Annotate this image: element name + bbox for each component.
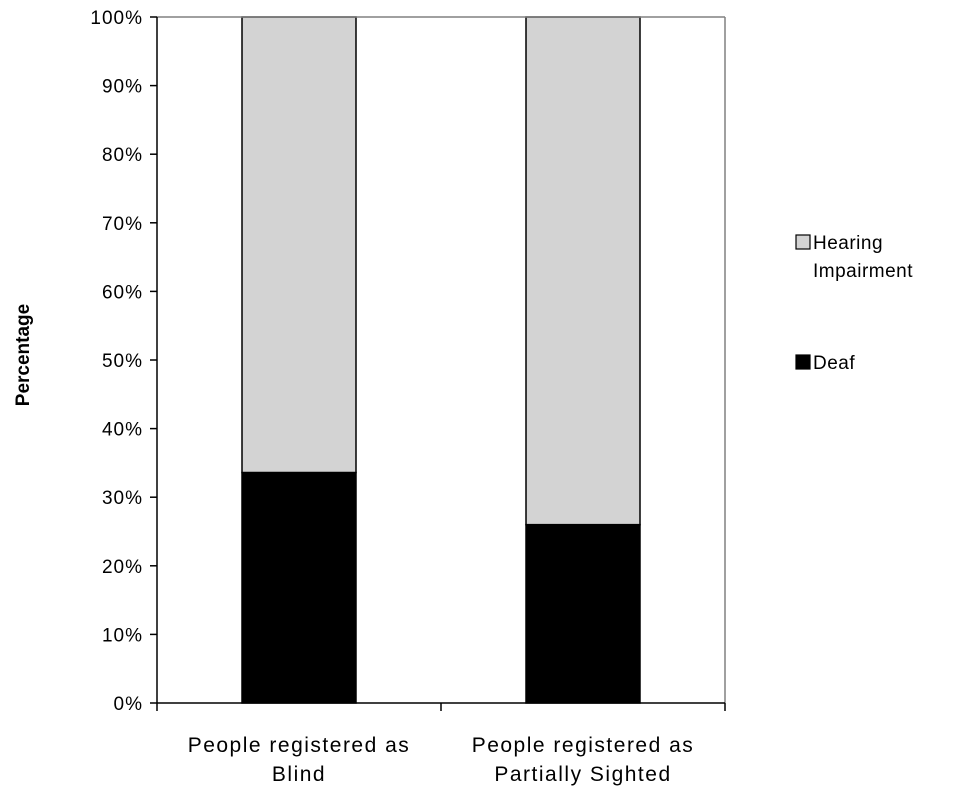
bar-hearing-impairment-1 bbox=[241, 16, 357, 474]
y-tick-label: 60% bbox=[102, 282, 143, 303]
plot-area bbox=[241, 16, 641, 704]
y-tick-label: 90% bbox=[102, 77, 143, 98]
bar-hearing-impairment-2 bbox=[525, 16, 641, 526]
y-tick-label: 70% bbox=[102, 214, 143, 235]
legend-label: Deaf bbox=[813, 353, 855, 374]
x-tick-label: People registered as bbox=[188, 734, 411, 757]
y-tick-label: 80% bbox=[102, 145, 143, 166]
y-tick-label: 20% bbox=[102, 557, 143, 578]
y-tick-label: 30% bbox=[102, 488, 143, 509]
y-tick-label: 10% bbox=[102, 625, 143, 646]
y-axis-label: Percentage bbox=[13, 304, 34, 406]
y-tick-label: 50% bbox=[102, 351, 143, 372]
legend-label: Impairment bbox=[813, 261, 913, 282]
legend-label: Hearing bbox=[813, 233, 883, 254]
y-tick-label: 40% bbox=[102, 420, 143, 441]
x-tick-label: Partially Sighted bbox=[494, 763, 671, 786]
x-tick-label: People registered as bbox=[472, 734, 695, 757]
bar-deaf-1 bbox=[241, 471, 357, 704]
legend: Hearing Impairment Deaf bbox=[795, 233, 913, 374]
legend-swatch bbox=[795, 234, 811, 250]
legend-swatch bbox=[795, 354, 811, 370]
y-tick-label: 100% bbox=[90, 8, 143, 29]
axes: People registered as Blind People register… bbox=[90, 8, 726, 786]
bar-deaf-2 bbox=[525, 523, 641, 704]
y-tick-label: 0% bbox=[114, 694, 143, 715]
x-tick-label: Blind bbox=[272, 763, 326, 786]
